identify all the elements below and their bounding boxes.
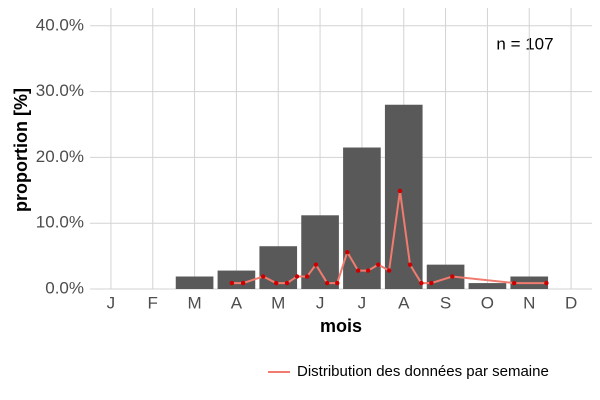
legend-label: Distribution des données par semaine — [297, 363, 549, 380]
x-tick-label: J — [316, 293, 325, 312]
weekly-point — [365, 268, 371, 273]
weekly-point — [324, 280, 330, 286]
weekly-point — [284, 280, 290, 286]
y-tick-label: 10.0% — [36, 213, 84, 232]
weekly-line — [231, 190, 547, 285]
y-tick-label: 40.0% — [36, 15, 84, 34]
weekly-point — [335, 280, 340, 286]
x-tick-label: A — [231, 293, 243, 312]
bar — [217, 270, 256, 289]
x-tick-label: M — [187, 293, 201, 312]
x-tick-label: J — [107, 293, 116, 312]
x-tick-label: M — [271, 293, 285, 312]
weekly-point — [544, 280, 549, 286]
weekly-point — [260, 274, 266, 279]
weekly-point — [397, 188, 403, 194]
x-tick-label: D — [565, 293, 577, 312]
weekly-point — [355, 268, 361, 273]
y-tick-label: 30.0% — [36, 81, 84, 100]
y-axis-label: proportion [%] — [11, 88, 31, 212]
x-tick-label: S — [440, 293, 451, 312]
weekly-point — [240, 280, 246, 286]
weekly-point — [229, 280, 235, 286]
x-tick-label: A — [398, 293, 410, 312]
bar — [468, 283, 507, 289]
x-tick-label: O — [481, 293, 494, 312]
x-tick-label: F — [148, 293, 158, 312]
x-axis-label: mois — [320, 316, 362, 336]
weekly-point — [376, 262, 381, 267]
bar — [343, 147, 381, 289]
annotation: n = 107 — [496, 34, 553, 53]
bar — [175, 276, 214, 289]
bar — [259, 246, 298, 289]
x-tick-label: J — [358, 293, 367, 312]
y-tick-label: 20.0% — [36, 147, 84, 166]
weekly-point — [386, 268, 392, 273]
weekly-point — [345, 249, 350, 255]
weekly-point — [511, 280, 517, 286]
x-tick-label: N — [523, 293, 535, 312]
weekly-point — [429, 280, 434, 286]
weekly-point — [407, 262, 413, 267]
weekly-point — [313, 262, 319, 267]
weekly-point — [294, 274, 300, 279]
weekly-point — [450, 274, 455, 279]
weekly-point — [419, 280, 424, 286]
y-tick-label: 0.0% — [45, 278, 84, 297]
weekly-point — [304, 274, 310, 279]
weekly-point — [273, 280, 279, 286]
